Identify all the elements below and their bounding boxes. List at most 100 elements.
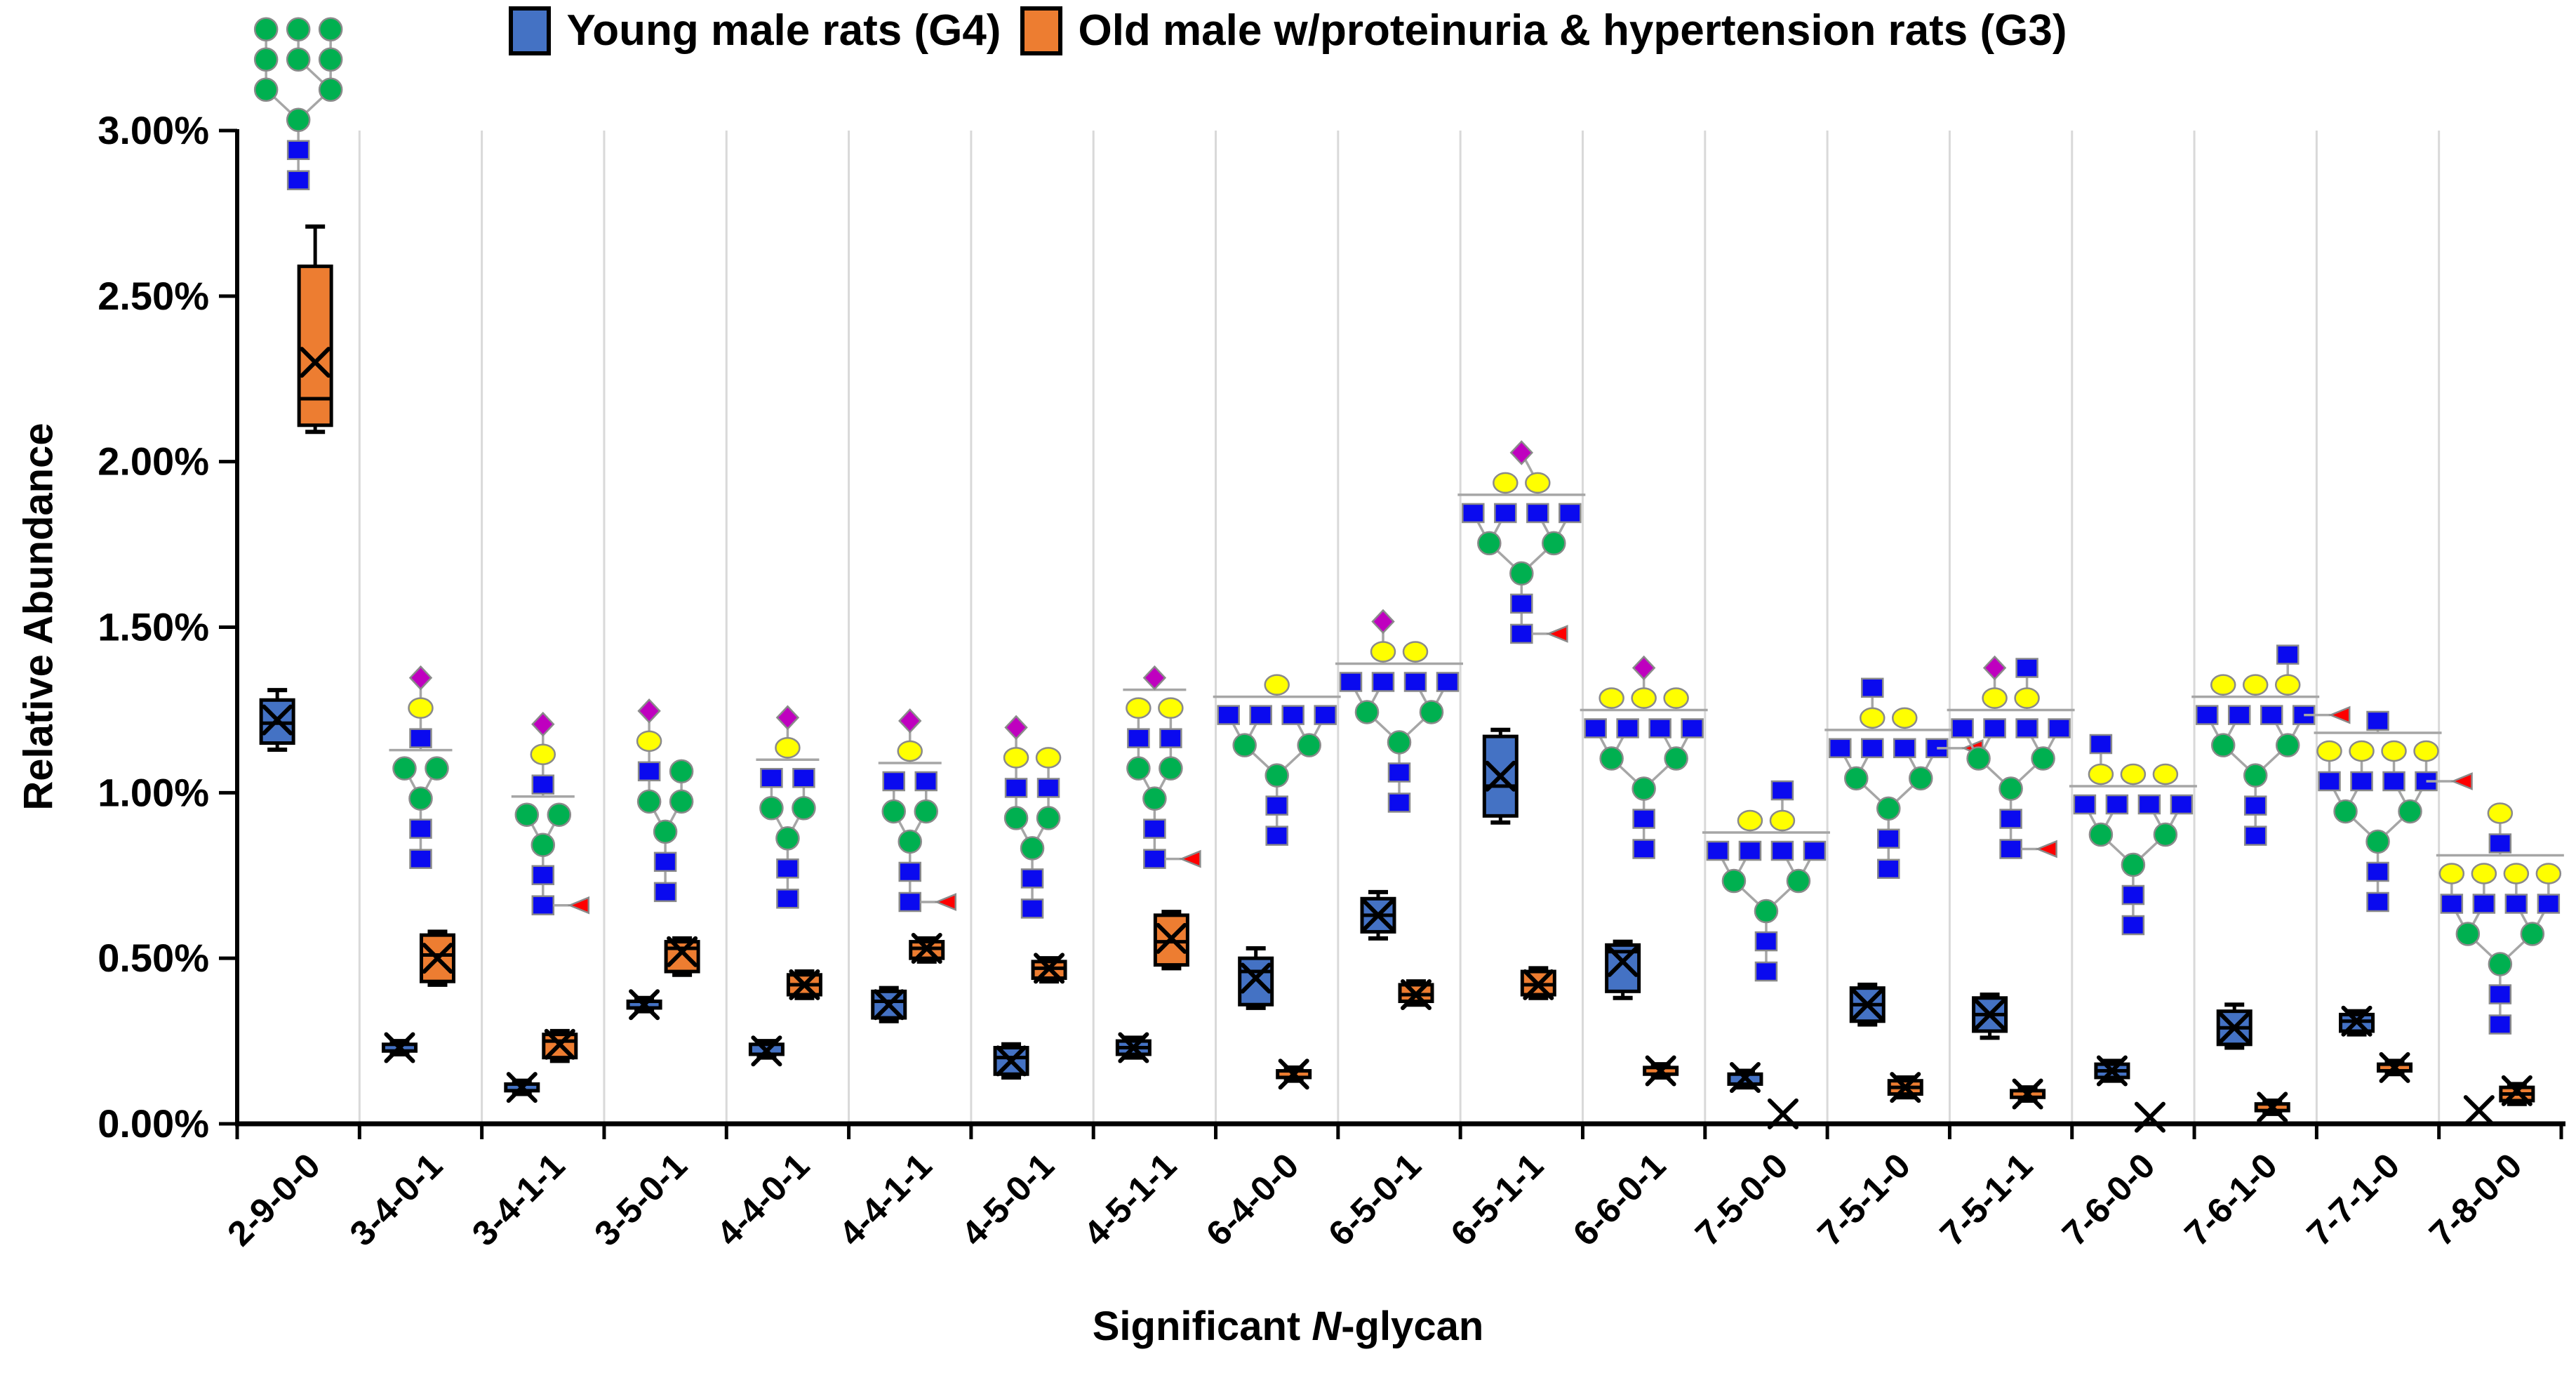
- mannose-icon: [897, 829, 922, 854]
- glcnac-icon: [531, 774, 555, 795]
- mean-x-marker: [1156, 922, 1187, 954]
- glcnac-icon: [1265, 825, 1288, 846]
- x-category-label: 2-9-0-0: [220, 1146, 328, 1254]
- mannose-icon: [1477, 531, 1502, 556]
- glcnac-icon: [1020, 898, 1044, 919]
- sialic-acid-icon: [1371, 609, 1395, 635]
- glcnac-icon: [914, 771, 937, 792]
- glcnac-icon: [1436, 672, 1460, 692]
- mean-x-marker: [1118, 1032, 1149, 1063]
- glcnac-icon: [2318, 771, 2341, 792]
- glcnac-icon: [2504, 894, 2528, 914]
- galactose-icon: [2349, 740, 2375, 762]
- mannose-icon: [2121, 852, 2146, 877]
- glcnac-icon: [1877, 858, 1900, 880]
- mean-x-marker: [1729, 1061, 1761, 1093]
- glcnac-icon: [776, 889, 799, 909]
- mannose-icon: [1631, 776, 1656, 801]
- mean-x-marker: [2341, 1005, 2373, 1037]
- galactose-icon: [2274, 674, 2301, 696]
- x-category-label: 7-5-1-0: [1810, 1146, 1918, 1254]
- galactose-icon: [2120, 763, 2147, 785]
- galactose-icon: [2381, 740, 2407, 762]
- mannose-icon: [514, 802, 540, 827]
- glcnac-icon: [1526, 503, 1549, 524]
- mannose-icon: [2031, 746, 2055, 771]
- glcnac-icon: [2105, 794, 2129, 815]
- glcnac-icon: [776, 858, 799, 879]
- sialic-acid-icon: [531, 711, 555, 737]
- mannose-icon: [775, 826, 800, 851]
- mannose-icon: [2243, 763, 2268, 788]
- mannose-icon: [408, 786, 433, 811]
- glcnac-icon: [1616, 718, 1639, 738]
- x-category-label: 7-5-1-1: [1933, 1146, 2041, 1254]
- glcnac-icon: [2121, 915, 2145, 936]
- mannose-icon: [425, 756, 449, 781]
- glcnac-icon: [2227, 705, 2251, 725]
- glcnac-icon: [2472, 894, 2496, 914]
- mannose-icon: [1542, 531, 1566, 556]
- fucose-icon: [2328, 705, 2351, 724]
- glcnac-icon: [531, 895, 555, 915]
- mean-x-marker: [1767, 1098, 1798, 1129]
- mannose-icon: [1876, 796, 1901, 821]
- y-tick-label: 2.00%: [98, 439, 209, 484]
- galactose-icon: [2413, 740, 2439, 762]
- glcnac-icon: [409, 728, 432, 748]
- mean-x-marker: [300, 347, 331, 378]
- mannose-icon: [2210, 733, 2236, 757]
- x-category-label: 6-6-0-1: [1566, 1146, 1674, 1254]
- mannose-icon: [1159, 756, 1183, 781]
- glcnac-icon: [1754, 961, 1778, 982]
- x-category-label: 7-7-1-0: [2300, 1146, 2408, 1254]
- glcnac-icon: [2366, 710, 2389, 731]
- galactose-icon: [1126, 697, 1152, 719]
- x-category-label: 7-5-0-0: [1688, 1146, 1796, 1254]
- mannose-icon: [318, 47, 343, 72]
- mannose-icon: [1036, 806, 1061, 830]
- mannose-icon: [1721, 868, 1747, 894]
- y-tick-label: 0.00%: [98, 1101, 209, 1146]
- x-axis-title-italic-n: N: [1312, 1304, 1342, 1349]
- mannose-icon: [2333, 799, 2358, 824]
- mannose-icon: [1297, 733, 1321, 757]
- glcnac-icon: [2440, 894, 2464, 914]
- glcnac-icon: [2137, 794, 2161, 815]
- mean-x-marker: [1363, 899, 1394, 931]
- galactose-icon: [2503, 863, 2530, 884]
- mannose-icon: [2488, 952, 2513, 976]
- glcnac-icon: [409, 818, 432, 839]
- fucose-icon: [2450, 772, 2473, 790]
- glcnac-icon: [653, 851, 677, 873]
- x-category-label: 7-8-0-0: [2422, 1146, 2530, 1254]
- mannose-icon: [1419, 700, 1444, 724]
- galactose-icon: [1035, 747, 1062, 769]
- galactose-icon: [2487, 802, 2514, 824]
- mean-x-marker: [996, 1045, 1027, 1077]
- y-tick-label: 3.00%: [98, 108, 209, 152]
- glcnac-icon: [1803, 840, 1827, 861]
- glcnac-icon: [1403, 672, 1427, 692]
- mannose-icon: [318, 17, 343, 41]
- mean-x-marker: [422, 943, 453, 974]
- mannose-icon: [2520, 922, 2545, 946]
- mean-x-marker: [2219, 1012, 2250, 1044]
- mannose-icon: [1664, 746, 1688, 771]
- glcnac-icon: [1510, 593, 1533, 614]
- mannose-icon: [1909, 766, 1933, 791]
- galactose-icon: [408, 697, 434, 719]
- glcnac-icon: [2015, 718, 2038, 738]
- sialic-acid-icon: [1004, 715, 1028, 741]
- legend-swatch-icon: [509, 6, 552, 55]
- glcnac-icon: [531, 865, 555, 885]
- galactose-icon: [2088, 763, 2114, 785]
- glcnac-icon: [2488, 1014, 2512, 1035]
- galactose-icon: [2210, 674, 2236, 696]
- mannose-icon: [547, 802, 572, 827]
- glcnac-icon: [1738, 840, 1762, 861]
- glcnac-icon: [1281, 705, 1304, 725]
- mean-x-marker: [1278, 1059, 1309, 1090]
- glcnac-icon: [1371, 672, 1395, 692]
